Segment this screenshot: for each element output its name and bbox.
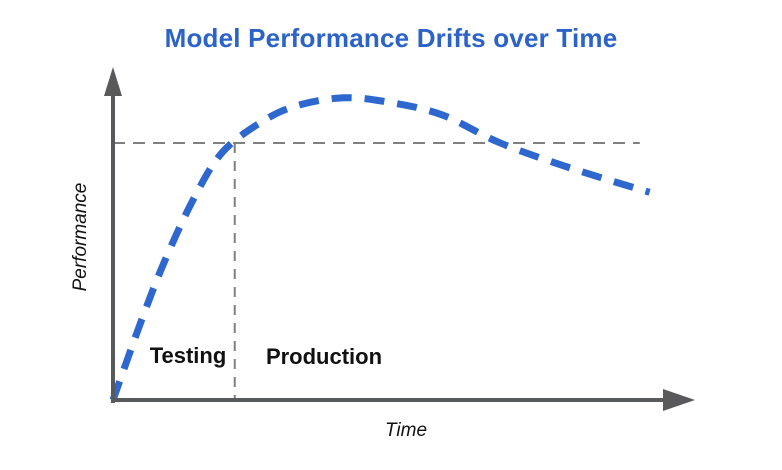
testing-region-label: Testing bbox=[149, 343, 227, 368]
chart-title: Model Performance Drifts over Time bbox=[164, 23, 618, 53]
performance-curve bbox=[109, 94, 651, 402]
y-axis-label: Performance bbox=[70, 182, 91, 292]
production-region-label: Production bbox=[265, 344, 383, 369]
x-axis-label: Time bbox=[384, 420, 428, 441]
x-axis-arrowhead bbox=[663, 389, 695, 411]
y-axis-arrowhead bbox=[104, 67, 122, 96]
